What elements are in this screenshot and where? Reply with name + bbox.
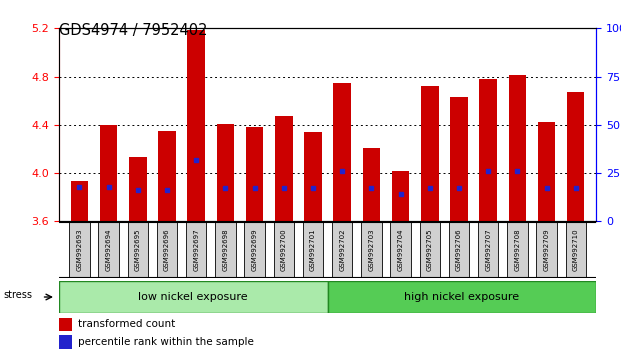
- Text: GSM992696: GSM992696: [164, 228, 170, 271]
- Bar: [188, 29, 205, 221]
- Bar: [537, 222, 557, 277]
- Bar: [217, 124, 234, 221]
- Text: GSM992694: GSM992694: [106, 228, 112, 271]
- Bar: [59, 281, 328, 313]
- Text: GSM992710: GSM992710: [573, 228, 579, 271]
- Text: GSM992697: GSM992697: [193, 228, 199, 271]
- Bar: [328, 281, 596, 313]
- Text: high nickel exposure: high nickel exposure: [404, 292, 519, 302]
- Text: GSM992702: GSM992702: [339, 228, 345, 271]
- Bar: [509, 75, 526, 221]
- Bar: [450, 97, 468, 221]
- Bar: [304, 132, 322, 221]
- Bar: [69, 222, 89, 277]
- Bar: [246, 127, 263, 221]
- Bar: [98, 222, 119, 277]
- Text: GSM992707: GSM992707: [485, 228, 491, 271]
- Bar: [129, 157, 147, 221]
- Text: percentile rank within the sample: percentile rank within the sample: [78, 337, 253, 347]
- Text: GSM992698: GSM992698: [222, 228, 229, 271]
- Text: GSM992703: GSM992703: [368, 228, 374, 271]
- Text: GSM992699: GSM992699: [252, 228, 258, 271]
- Bar: [363, 148, 380, 221]
- Bar: [186, 222, 206, 277]
- Text: stress: stress: [3, 290, 32, 300]
- Text: GSM992706: GSM992706: [456, 228, 462, 271]
- Text: GSM992700: GSM992700: [281, 228, 287, 271]
- Bar: [332, 222, 352, 277]
- Bar: [478, 222, 499, 277]
- Bar: [274, 222, 294, 277]
- Text: GSM992708: GSM992708: [514, 228, 520, 271]
- Bar: [391, 222, 410, 277]
- Text: GSM992705: GSM992705: [427, 228, 433, 271]
- Text: transformed count: transformed count: [78, 319, 175, 329]
- Text: GSM992693: GSM992693: [76, 228, 83, 271]
- Text: low nickel exposure: low nickel exposure: [138, 292, 248, 302]
- Text: GSM992701: GSM992701: [310, 228, 316, 271]
- Bar: [275, 116, 292, 221]
- Bar: [127, 222, 148, 277]
- Bar: [59, 335, 73, 349]
- Bar: [566, 222, 586, 277]
- Text: GSM992704: GSM992704: [397, 228, 404, 271]
- Text: GDS4974 / 7952402: GDS4974 / 7952402: [59, 23, 207, 38]
- Bar: [420, 222, 440, 277]
- Bar: [100, 125, 117, 221]
- Bar: [392, 171, 409, 221]
- Bar: [538, 122, 555, 221]
- Bar: [245, 222, 265, 277]
- Bar: [361, 222, 381, 277]
- Text: GSM992695: GSM992695: [135, 228, 141, 271]
- Bar: [215, 222, 235, 277]
- Bar: [303, 222, 323, 277]
- Bar: [158, 131, 176, 221]
- Bar: [59, 318, 73, 331]
- Bar: [449, 222, 469, 277]
- Bar: [156, 222, 177, 277]
- Bar: [567, 92, 584, 221]
- Bar: [421, 86, 438, 221]
- Bar: [333, 82, 351, 221]
- Bar: [479, 79, 497, 221]
- Text: GSM992709: GSM992709: [543, 228, 550, 271]
- Bar: [71, 182, 88, 221]
- Bar: [507, 222, 528, 277]
